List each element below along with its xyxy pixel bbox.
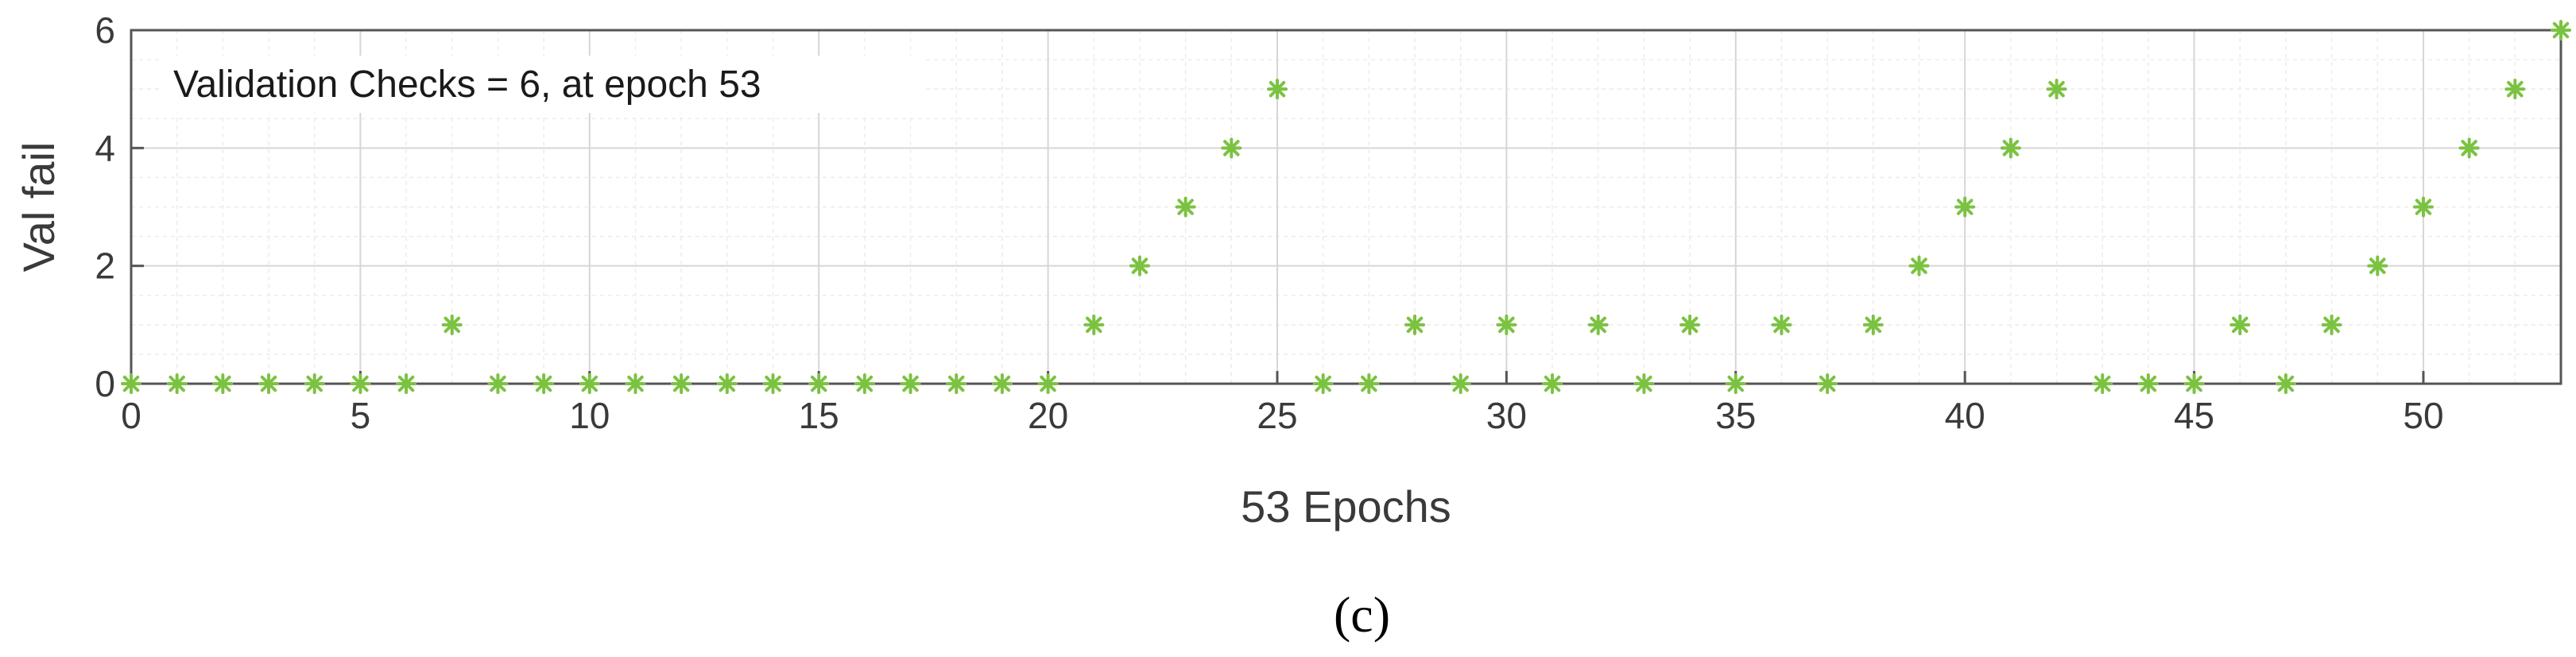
x-tick-label: 10 [569, 395, 610, 436]
data-point-marker [258, 373, 280, 394]
data-point-marker [991, 373, 1013, 394]
data-point-marker [625, 373, 646, 394]
data-point-marker [2321, 314, 2342, 335]
data-point-marker [1221, 137, 1242, 159]
data-point-marker [1450, 373, 1471, 394]
data-point-marker [350, 373, 371, 394]
data-point-marker [441, 314, 463, 335]
data-point-marker [1129, 255, 1150, 276]
x-tick-label: 40 [1945, 395, 1985, 436]
x-tick-label: 0 [121, 395, 141, 436]
x-tick-label: 50 [2403, 395, 2443, 436]
data-point-marker [304, 373, 325, 394]
x-tick-label: 20 [1028, 395, 1068, 436]
x-tick-label: 30 [1486, 395, 1527, 436]
data-point-marker [1404, 314, 1426, 335]
data-point-marker [946, 373, 967, 394]
axis-ticks: 0 5 10 15 20 25 30 35 40 45 50 0 2 4 6 [95, 10, 2443, 436]
data-point-marker [2092, 373, 2113, 394]
data-point-marker [1862, 314, 1884, 335]
y-axis-label: Val fail [14, 142, 64, 272]
data-point-marker [2000, 137, 2021, 159]
y-tick-label: 0 [95, 363, 115, 404]
data-point-marker [533, 373, 555, 394]
annotation-text: Validation Checks = 6, at epoch 53 [173, 64, 761, 106]
data-point-marker [1037, 373, 1059, 394]
y-tick-label: 6 [95, 10, 115, 51]
data-point-marker [2275, 373, 2296, 394]
data-point-marker [1358, 373, 1380, 394]
data-point-marker [487, 373, 509, 394]
data-point-marker [671, 373, 692, 394]
data-point-marker [396, 373, 417, 394]
data-point-marker [212, 373, 234, 394]
data-point-marker [808, 373, 830, 394]
x-tick-label: 35 [1715, 395, 1756, 436]
y-tick-label: 4 [95, 127, 115, 168]
data-point-marker [2367, 255, 2388, 276]
data-point-marker [2504, 79, 2526, 100]
plot-frame [130, 29, 2562, 385]
data-point-marker [762, 373, 784, 394]
data-point-marker [1175, 196, 1196, 218]
data-point-marker [2412, 196, 2434, 218]
x-tick-label: 25 [1257, 395, 1297, 436]
data-point-marker [1083, 314, 1105, 335]
y-tick-label: 2 [95, 245, 115, 287]
data-point-marker [1771, 314, 1792, 335]
data-point-marker [1954, 196, 1976, 218]
data-point-marker [1679, 314, 1701, 335]
data-point-marker [2137, 373, 2159, 394]
data-point-marker [1312, 373, 1334, 394]
annotation-background [159, 56, 922, 113]
data-point-marker [900, 373, 921, 394]
data-point-marker [1908, 255, 1930, 276]
data-point-marker [2551, 20, 2571, 41]
data-point-marker [2229, 314, 2251, 335]
x-tick-label: 15 [799, 395, 839, 436]
data-point-marker [854, 373, 875, 394]
data-point-marker [1496, 314, 1517, 335]
data-point-marker [2183, 373, 2205, 394]
data-point-marker [579, 373, 600, 394]
data-point-marker [1633, 373, 1655, 394]
x-tick-label: 45 [2174, 395, 2214, 436]
data-point-marker [166, 373, 188, 394]
data-point-marker [1725, 373, 1746, 394]
data-markers [121, 20, 2571, 394]
data-point-marker [2046, 79, 2067, 100]
data-point-marker [1266, 79, 1288, 100]
data-point-marker [2458, 137, 2480, 159]
data-point-marker [121, 373, 141, 394]
x-axis-label: 53 Epochs [1241, 481, 1451, 531]
x-tick-label: 5 [351, 395, 371, 436]
data-point-marker [1587, 314, 1609, 335]
figure-caption: (c) [1334, 586, 1390, 643]
data-point-marker [1817, 373, 1838, 394]
data-point-marker [716, 373, 738, 394]
data-point-marker [1542, 373, 1563, 394]
